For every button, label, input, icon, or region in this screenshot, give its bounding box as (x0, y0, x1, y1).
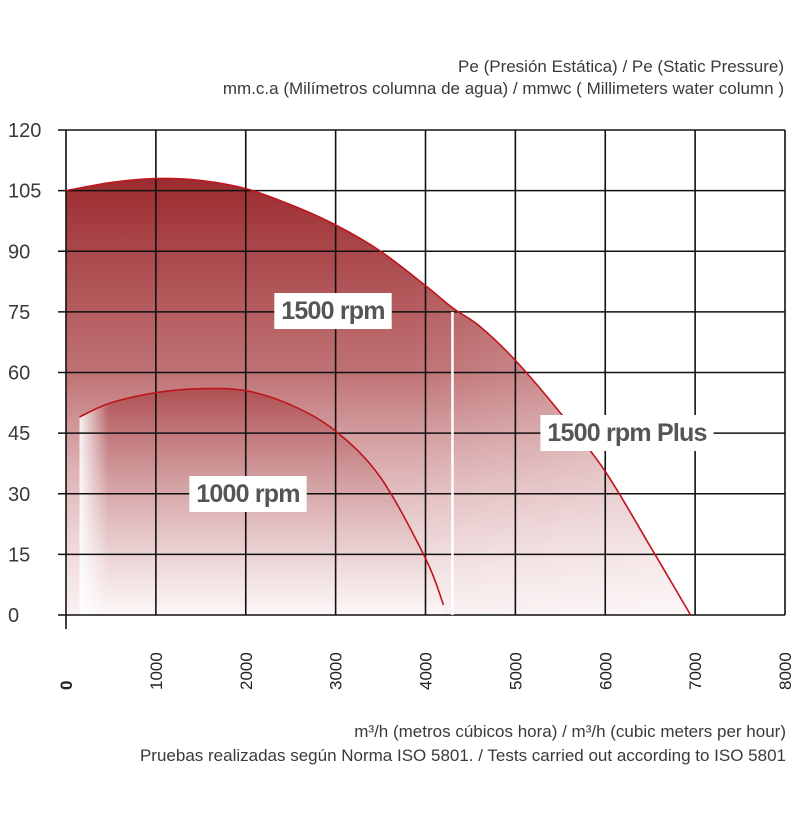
curve-1000-rpm (79, 387, 445, 606)
y-tick-label: 120 (8, 120, 41, 142)
y-tick-label: 90 (8, 241, 30, 263)
y-tick-label: 45 (8, 423, 30, 445)
y-axis-title-line-1: Pe (Presión Estática) / Pe (Static Press… (458, 57, 784, 76)
x-tick-label: 8000 (776, 652, 795, 690)
y-tick-label: 15 (8, 544, 30, 566)
y-axis-title-line-2: mm.c.a (Milímetros columna de agua) / mm… (222, 79, 784, 98)
label-1500-rpm-plus-text: 1500 rpm Plus (547, 419, 706, 447)
label-1000-rpm: 1000 rpm (189, 476, 307, 512)
x-tick-label: 7000 (686, 652, 705, 690)
label-1500-rpm-box (274, 293, 392, 329)
x-tick-label: 4000 (417, 652, 436, 690)
test-standard-note: Pruebas realizadas según Norma ISO 5801.… (139, 746, 786, 765)
curve-1500-rpm (65, 177, 692, 616)
x-tick-label: 5000 (506, 652, 525, 690)
label-1500-rpm-text: 1500 rpm (281, 297, 384, 325)
label-1000-rpm-text: 1000 rpm (196, 480, 299, 508)
y-tick-label: 75 (8, 302, 30, 324)
x-tick-label: 3000 (327, 652, 346, 690)
x-tick-label: 6000 (596, 652, 615, 690)
label-1500-rpm-plus: 1500 rpm Plus (540, 415, 714, 451)
label-1000-rpm-box (189, 476, 307, 512)
y-tick-label: 30 (8, 484, 30, 506)
label-1500-rpm: 1500 rpm (274, 293, 392, 329)
y-tick-label: 60 (8, 363, 30, 385)
x-axis-title: m³/h (metros cúbicos hora) / m³/h (cubic… (354, 722, 786, 741)
x-tick-label: 0 (57, 681, 76, 690)
y-tick-label: 0 (8, 605, 19, 627)
x-tick-label: 2000 (237, 652, 256, 690)
x-tick-label: 1000 (147, 652, 166, 690)
label-1500-rpm-plus-box (540, 415, 714, 451)
y-tick-label: 105 (8, 181, 41, 203)
